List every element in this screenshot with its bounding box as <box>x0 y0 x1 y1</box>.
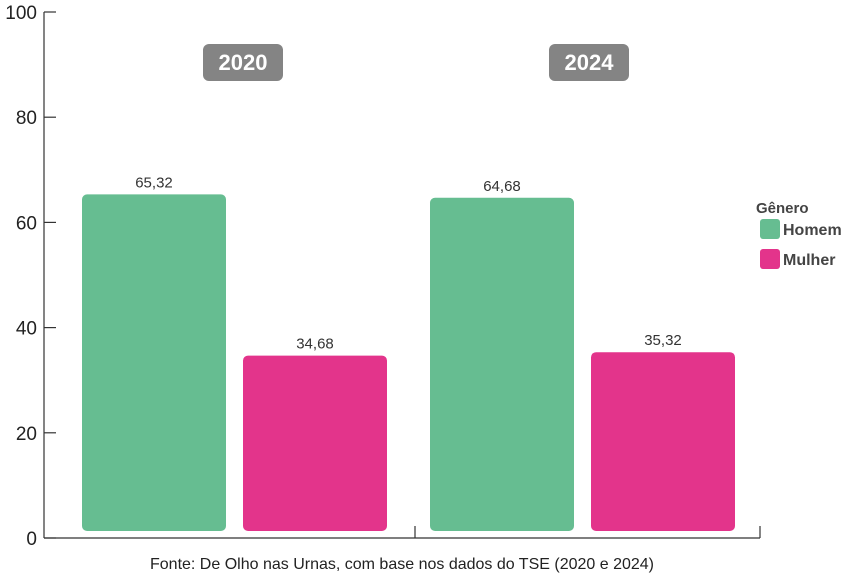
bar-value-label: 34,68 <box>296 336 334 353</box>
y-tick-label: 40 <box>16 319 37 340</box>
bar-mulher-2020 <box>243 355 387 531</box>
y-tick-label: 80 <box>16 108 37 129</box>
x-axis <box>44 526 761 539</box>
y-tick-label: 100 <box>5 3 37 24</box>
legend-swatch-homem <box>760 219 780 239</box>
year-badge-2024 <box>549 44 629 81</box>
legend-label-mulher: Mulher <box>783 252 835 269</box>
y-tick-label: 60 <box>16 213 37 234</box>
bars: 65,32 34,68 64,68 35,32 <box>82 174 735 531</box>
bar-homem-2024 <box>430 197 574 531</box>
bar-value-label: 35,32 <box>644 332 682 349</box>
bar-value-label: 65,32 <box>135 174 173 191</box>
legend: Gênero Homem Mulher <box>756 200 842 269</box>
bar-value-label: 64,68 <box>483 178 521 195</box>
year-badges: 2020 2024 <box>203 44 629 81</box>
year-badge-label: 2020 <box>219 50 268 75</box>
y-tick-label: 0 <box>26 529 37 550</box>
legend-title: Gênero <box>756 200 809 217</box>
source-note: Fonte: De Olho nas Urnas, com base nos d… <box>150 556 654 573</box>
y-tick-label: 20 <box>16 424 37 445</box>
year-badge-label: 2024 <box>565 50 615 75</box>
bar-mulher-2024 <box>591 352 735 531</box>
bar-homem-2020 <box>82 194 226 531</box>
year-badge-2020 <box>203 44 283 81</box>
legend-label-homem: Homem <box>783 222 842 239</box>
legend-swatch-mulher <box>760 249 780 269</box>
y-axis: 0 20 40 60 80 100 <box>5 3 56 550</box>
